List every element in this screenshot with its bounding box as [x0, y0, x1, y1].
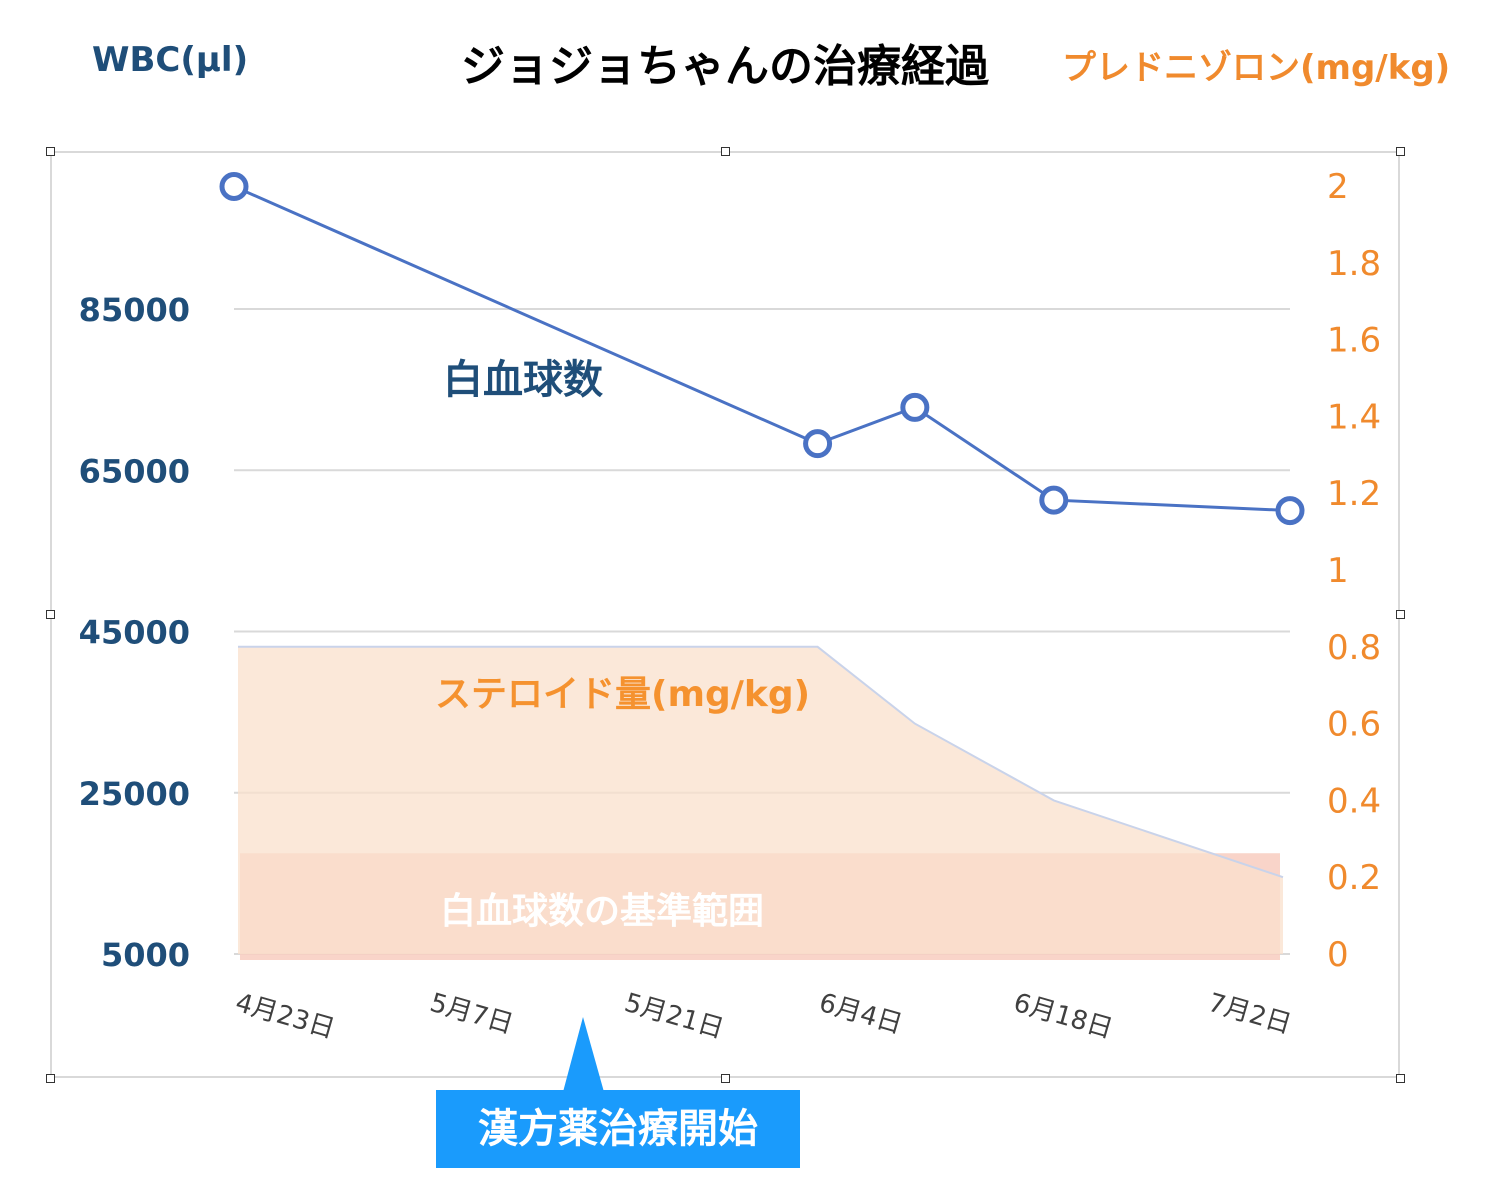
- left-axis-tick-label: 85000: [79, 291, 190, 329]
- wbc-point: [1275, 496, 1305, 526]
- resize-handle-top-center[interactable]: [721, 147, 730, 156]
- x-axis-tick-label: 5月7日: [427, 988, 517, 1040]
- x-axis-tick-label: 6月18日: [1010, 988, 1116, 1045]
- steroid-area: [238, 646, 1283, 954]
- x-axis-tick-label: 7月2日: [1205, 988, 1295, 1040]
- wbc-line-layer: [219, 171, 1305, 526]
- wbc-point: [1039, 485, 1069, 515]
- resize-handle-top-right[interactable]: [1396, 147, 1405, 156]
- right-axis-tick-label: 0.8: [1327, 628, 1381, 668]
- resize-handle-bottom-center[interactable]: [721, 1074, 730, 1083]
- left-axis-tick-label: 25000: [79, 775, 190, 813]
- right-axis-tick-label: 1.4: [1327, 397, 1381, 437]
- wbc-point: [900, 392, 930, 422]
- left-axis-tick-label: 5000: [101, 936, 190, 974]
- wbc-point: [803, 429, 833, 459]
- right-axis-tick-label: 0.2: [1327, 858, 1381, 898]
- right-axis-tick-label: 0.4: [1327, 781, 1381, 821]
- left-axis-ticks: 5000 25000 45000 65000 85000: [79, 291, 190, 974]
- x-axis-ticks: 4月23日 5月7日 5月21日 6月4日 6月18日 7月2日: [232, 988, 1295, 1045]
- left-axis-tick-label: 65000: [79, 452, 190, 490]
- right-axis-tick-label: 1.2: [1327, 474, 1381, 514]
- resize-handle-middle-right[interactable]: [1396, 610, 1405, 619]
- wbc-series-label: 白血球数: [443, 357, 603, 403]
- x-axis-tick-label: 5月21日: [621, 988, 727, 1045]
- wbc-line: [233, 185, 1291, 513]
- normal-range-label: 白血球数の基準範囲: [440, 891, 764, 932]
- right-axis-tick-label: 1: [1327, 551, 1349, 591]
- resize-handle-bottom-left[interactable]: [46, 1074, 55, 1083]
- resize-handle-bottom-right[interactable]: [1396, 1074, 1405, 1083]
- x-axis-tick-label: 6月4日: [816, 988, 906, 1040]
- right-axis-tick-label: 2: [1327, 167, 1349, 207]
- steroid-area-outline: [238, 645, 1284, 879]
- right-axis-tick-label: 1.6: [1327, 321, 1381, 361]
- right-axis-tick-label: 0.6: [1327, 705, 1381, 745]
- steroid-area-layer: [238, 645, 1284, 954]
- wbc-point: [219, 171, 249, 201]
- right-axis-tick-label: 0: [1327, 935, 1349, 975]
- series-annotations: 白血球数 ステロイド量(mg/kg) 白血球数の基準範囲: [435, 357, 810, 932]
- kampo-start-callout: 漢方薬治療開始: [436, 1090, 800, 1168]
- chart-title: ジョジョちゃんの治療経過: [461, 41, 989, 92]
- steroid-series-label: ステロイド量(mg/kg): [435, 674, 810, 715]
- left-axis-unit-label: WBC(μl): [92, 40, 249, 80]
- right-axis-tick-label: 1.8: [1327, 244, 1381, 284]
- left-axis-tick-label: 45000: [79, 614, 190, 652]
- resize-handle-middle-left[interactable]: [46, 610, 55, 619]
- callout-pointer: [563, 1017, 604, 1092]
- right-axis-ticks: 0 0.2 0.4 0.6 0.8 1 1.2 1.4 1.6 1.8 2: [1327, 167, 1381, 975]
- resize-handle-top-left[interactable]: [46, 147, 55, 156]
- x-axis-tick-label: 4月23日: [232, 988, 338, 1045]
- right-axis-unit-label: プレドニゾロン(mg/kg): [1062, 48, 1451, 88]
